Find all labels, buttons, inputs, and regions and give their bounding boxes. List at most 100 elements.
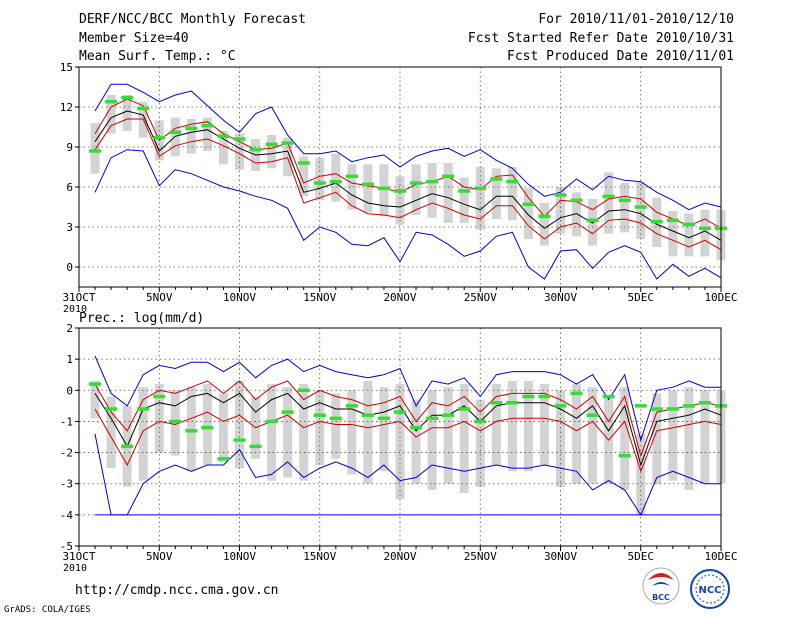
prec-median-day-34 (618, 453, 631, 458)
prec-median-day-32 (586, 413, 599, 417)
prec-median-day-29 (538, 394, 551, 399)
temp-median-day-31 (570, 198, 583, 203)
prec-median-day-27 (506, 400, 519, 405)
prec-median-day-35 (634, 404, 647, 408)
bcc-logo-text: BCC (652, 593, 670, 602)
prec-median-day-22 (426, 416, 439, 421)
temp-series-min (94, 149, 722, 280)
temp-ytick-label: 12 (60, 101, 73, 114)
temp-median-day-9 (217, 134, 230, 139)
temp-box-day-33 (604, 172, 614, 234)
prec-box-day-14 (299, 384, 309, 481)
prec-ytick-label: -5 (60, 540, 73, 553)
prec-xtick-label: 15NOV (303, 550, 336, 563)
prec-box-day-35 (636, 433, 646, 515)
temp-median-day-30 (554, 193, 567, 197)
prec-xtick-label: 10DEC (704, 550, 737, 563)
temp-box-day-2 (106, 95, 116, 134)
prec-median-day-23 (442, 413, 455, 417)
prec-median-day-25 (474, 419, 487, 424)
temp-box-day-31 (572, 192, 582, 237)
temp-median-day-16 (329, 179, 342, 184)
prec-median-day-5 (153, 394, 166, 399)
temp-box-day-28 (523, 188, 533, 239)
ncc-logo-text: NCC (698, 585, 721, 596)
prec-median-day-9 (217, 457, 230, 461)
prec-xtick-label: 5NOV (146, 550, 173, 563)
grads-credit: GrADS: COLA/IGES (4, 605, 91, 615)
temp-box-day-27 (507, 167, 517, 221)
prec-series-max (94, 355, 721, 442)
prec-panel-title: Prec.: log(mm/d) (79, 311, 204, 326)
temp-xtick-label: 10NOV (223, 291, 256, 304)
prec-median-day-13 (281, 410, 294, 414)
temp-box-day-35 (636, 181, 646, 239)
prec-median-day-6 (169, 419, 182, 424)
temp-median-day-3 (121, 95, 134, 100)
temp-box-day-32 (588, 199, 598, 246)
prec-xtick-label: 10NOV (223, 550, 256, 563)
prec-xtick-label: 30NOV (544, 550, 577, 563)
variable-label: Mean Surf. Temp.: °C (79, 49, 236, 64)
temp-box-day-34 (620, 183, 630, 233)
temp-box-day-18 (363, 164, 373, 213)
temp-box-day-14 (299, 156, 309, 197)
temp-median-day-13 (281, 141, 294, 145)
temp-median-day-29 (538, 214, 551, 219)
temp-median-day-37 (666, 218, 679, 223)
temp-series-mean (94, 110, 722, 241)
prec-box-day-25 (475, 399, 485, 487)
temp-xtick-label: 15NOV (303, 291, 336, 304)
prec-median-day-18 (361, 413, 374, 417)
temp-median-day-8 (201, 123, 214, 128)
prec-ytick-label: 2 (66, 322, 73, 335)
prec-median-day-1 (89, 382, 102, 386)
forecast-period: For 2010/11/01-2010/12/10 (538, 12, 734, 27)
temp-median-day-12 (265, 142, 278, 147)
temp-box-day-12 (267, 135, 277, 169)
prec-median-day-39 (698, 400, 711, 405)
temp-series-max (94, 83, 722, 211)
prec-series-min (94, 433, 721, 516)
prec-box-day-18 (363, 380, 373, 484)
temp-series-upper (94, 98, 722, 229)
prec-ytick-label: 1 (66, 353, 73, 366)
source-url[interactable]: http://cmdp.ncc.cma.gov.cn (75, 583, 279, 598)
temp-ytick-label: 15 (60, 61, 73, 74)
prec-median-day-30 (554, 404, 567, 408)
temp-box-day-7 (186, 119, 196, 154)
temp-median-day-11 (249, 147, 262, 152)
temp-box-day-37 (668, 211, 678, 257)
prec-median-day-36 (650, 407, 663, 411)
temp-median-day-6 (169, 130, 182, 135)
temp-median-day-24 (458, 189, 471, 193)
temp-median-day-7 (185, 126, 198, 131)
prec-box-day-36 (652, 393, 662, 484)
prec-median-day-12 (265, 419, 278, 424)
temp-median-day-14 (297, 161, 310, 165)
prec-median-day-10 (233, 438, 246, 442)
temp-median-day-27 (506, 179, 519, 184)
prec-box-day-16 (331, 393, 341, 459)
prec-box-day-2 (106, 396, 116, 469)
prec-median-day-11 (249, 444, 262, 449)
prec-box-day-26 (491, 384, 501, 466)
prec-box-day-38 (684, 387, 694, 490)
temp-ytick-label: 9 (66, 141, 73, 154)
prec-box-day-1 (90, 380, 100, 419)
temp-xtick-label: 31OCT (62, 291, 95, 304)
prec-box-day-39 (700, 390, 710, 484)
prec-box-day-37 (668, 390, 678, 481)
temp-median-day-26 (490, 177, 503, 181)
ncc-logo: NCC (690, 569, 730, 609)
temp-box-day-29 (539, 203, 549, 246)
temp-box-day-22 (427, 163, 437, 218)
prec-box-day-22 (427, 390, 437, 490)
prec-box-day-32 (588, 387, 598, 484)
temp-xtick-label: 5NOV (146, 291, 173, 304)
prec-ytick-label: -3 (60, 478, 73, 491)
temp-xtick-label: 5DEC (628, 291, 655, 304)
temp-box-day-23 (443, 163, 453, 223)
